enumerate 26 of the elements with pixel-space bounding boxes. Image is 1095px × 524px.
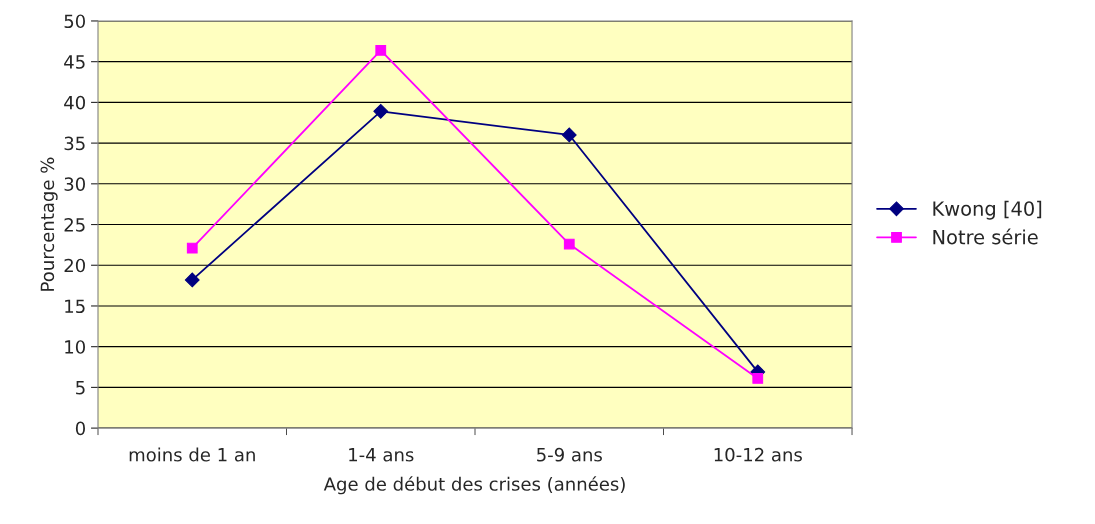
x-tick-label: 10-12 ans (714, 447, 802, 462)
point (184, 272, 200, 288)
y-tick-label: 20 (64, 258, 85, 273)
point (752, 373, 764, 384)
point (563, 238, 575, 250)
y-tick-label: 30 (64, 177, 85, 191)
y-tick-label: 25 (64, 217, 85, 232)
y-tick-label: 10 (65, 340, 85, 354)
point (186, 242, 198, 254)
y-axis-title: Pourcentage % (40, 157, 58, 291)
x-tick-label: 1-4 ans (349, 448, 414, 462)
y-tick-label: 50 (64, 14, 85, 29)
x-axis-title: Age de début des crises (années) (323, 476, 625, 495)
legend-label: Kwong [40] (933, 200, 1042, 220)
y-tick-label: 5 (76, 381, 85, 395)
y-tick-label: 35 (64, 136, 85, 151)
point (373, 103, 389, 119)
point (561, 127, 577, 143)
x-tick-label: 5-9 ans (537, 447, 602, 462)
x-tick-label: moins de 1 an (129, 447, 255, 462)
y-tick-label: 15 (65, 299, 85, 314)
y-tick-label: 0 (75, 421, 85, 436)
legend-label: Notre série (933, 228, 1038, 245)
y-tick-label: 40 (64, 95, 85, 110)
y-tick-label: 45 (64, 55, 85, 69)
point (375, 44, 387, 56)
